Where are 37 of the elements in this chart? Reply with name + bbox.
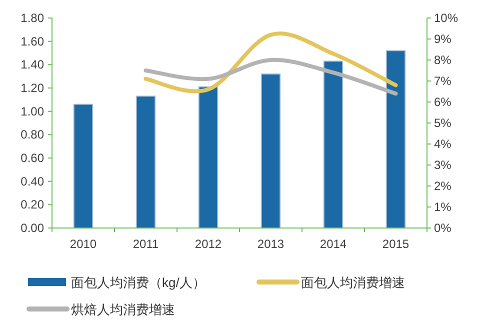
bar (260, 74, 281, 228)
x-tick-label: 2013 (257, 237, 284, 251)
bar (198, 86, 218, 228)
y-tick-label: 0.00 (20, 221, 44, 235)
y-tick-label: 0.20 (20, 198, 44, 212)
y2-tick-label: 10% (434, 11, 458, 25)
x-tick-label: 2010 (70, 237, 97, 251)
y2-tick-label: 7% (434, 74, 452, 88)
y2-tick-label: 3% (434, 158, 452, 172)
bar (73, 104, 94, 228)
y2-tick-label: 6% (434, 95, 452, 109)
y2-tick-label: 1% (434, 200, 452, 214)
legend-label: 烘焙人均消费增速 (71, 302, 175, 317)
legend-label: 面包人均消费（kg/人） (71, 275, 206, 290)
y-tick-label: 1.00 (20, 104, 44, 118)
y2-tick-label: 2% (434, 179, 452, 193)
y-tick-label: 1.20 (20, 81, 44, 95)
y-tick-label: 1.80 (20, 11, 44, 25)
y2-tick-label: 4% (434, 137, 452, 151)
y-tick-label: 1.40 (20, 58, 44, 72)
bar (386, 50, 406, 228)
y2-tick-label: 5% (434, 116, 452, 130)
bar (323, 60, 344, 228)
line-series (144, 58, 398, 96)
y2-tick-label: 9% (434, 32, 452, 46)
y-tick-label: 1.60 (20, 34, 44, 48)
y-tick-label: 0.80 (20, 128, 44, 142)
x-tick-label: 2012 (194, 237, 222, 251)
x-tick-label: 2014 (320, 237, 347, 251)
legend-label: 面包人均消费增速 (301, 275, 405, 290)
y2-tick-label: 8% (434, 53, 452, 67)
x-tick-label: 2015 (382, 237, 410, 251)
x-tick-label: 2011 (132, 237, 159, 251)
y-tick-label: 0.60 (20, 151, 44, 165)
y-tick-label: 0.40 (20, 174, 44, 188)
y2-tick-label: 0% (434, 221, 452, 235)
bar (136, 96, 156, 228)
